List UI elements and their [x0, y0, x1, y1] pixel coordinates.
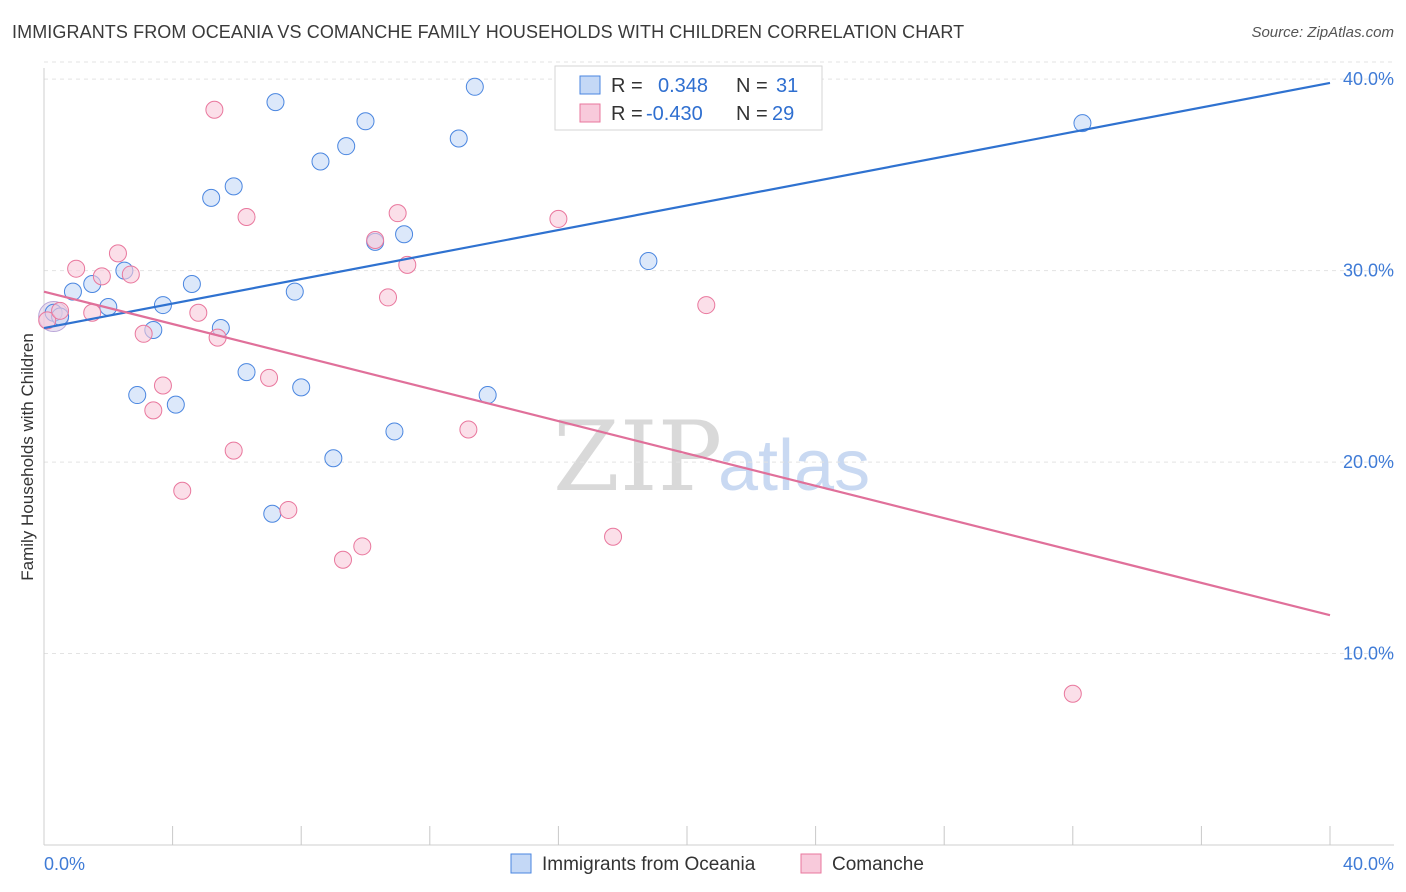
- legend-r-value-pink: -0.430: [646, 103, 703, 125]
- data-point: [459, 420, 478, 439]
- chart-title: IMMIGRANTS FROM OCEANIA VS COMANCHE FAMI…: [12, 22, 965, 42]
- data-point: [549, 209, 568, 228]
- series-pink: [38, 100, 1082, 703]
- data-point: [205, 100, 224, 119]
- data-point: [182, 275, 201, 294]
- data-point: [266, 93, 285, 112]
- data-point: [311, 152, 330, 171]
- data-point: [604, 527, 623, 546]
- legend-r-label-pink: R =: [611, 103, 643, 125]
- legend-n-label-pink: N =: [736, 103, 768, 125]
- data-point: [260, 368, 279, 387]
- data-point: [128, 386, 147, 405]
- data-point: [395, 225, 414, 244]
- data-point: [333, 550, 352, 569]
- data-point: [237, 208, 256, 226]
- data-point: [202, 188, 221, 207]
- data-point: [356, 112, 375, 131]
- legend-swatch-pink: [579, 103, 601, 123]
- x-axis-ticks: [172, 826, 1331, 845]
- x-tick-label-min: 0.0%: [44, 854, 85, 874]
- bottom-legend: Immigrants from Oceania Comanche: [510, 853, 924, 875]
- data-point: [166, 395, 185, 414]
- data-point: [173, 481, 192, 500]
- data-point: [697, 296, 716, 315]
- data-point: [63, 282, 82, 301]
- data-point: [51, 301, 70, 320]
- y-tick-label: 20.0%: [1343, 452, 1394, 472]
- y-tick-labels: 10.0% 20.0% 30.0% 40.0%: [1343, 69, 1394, 663]
- data-point: [224, 441, 243, 460]
- data-point: [144, 401, 163, 420]
- data-point: [1063, 684, 1082, 703]
- data-point: [292, 378, 311, 397]
- trend-line-pink: [43, 290, 1331, 617]
- y-tick-label: 30.0%: [1343, 261, 1394, 281]
- bottom-legend-label-pink: Comanche: [832, 854, 924, 875]
- data-point: [121, 265, 140, 284]
- y-tick-label: 10.0%: [1343, 644, 1394, 664]
- data-point: [285, 282, 304, 301]
- top-legend: R = 0.348 N = 31 R = -0.430 N = 29: [554, 65, 823, 131]
- data-point: [366, 230, 385, 249]
- data-point: [134, 324, 153, 343]
- watermark-zip: ZIP: [553, 401, 722, 513]
- data-point: [324, 449, 343, 468]
- data-point: [465, 77, 484, 96]
- bottom-legend-swatch-pink: [800, 853, 822, 874]
- source-credit: Source: ZipAtlas.com: [1251, 24, 1394, 41]
- data-point: [263, 504, 282, 523]
- data-point: [67, 259, 86, 278]
- data-point: [639, 252, 658, 271]
- data-point: [279, 500, 298, 519]
- data-point: [189, 303, 208, 322]
- data-point: [237, 363, 256, 382]
- x-tick-label-max: 40.0%: [1343, 854, 1394, 874]
- y-tick-label: 40.0%: [1343, 69, 1394, 89]
- series-layer: [38, 77, 1331, 703]
- data-point: [385, 422, 404, 441]
- gridlines: [44, 61, 1394, 655]
- watermark: ZIP atlas: [553, 401, 870, 513]
- trend-line-blue: [43, 81, 1331, 330]
- data-point: [224, 177, 243, 196]
- data-point: [153, 376, 172, 395]
- bottom-legend-label-blue: Immigrants from Oceania: [542, 854, 756, 875]
- data-point: [353, 537, 372, 556]
- legend-r-value-blue: 0.348: [658, 75, 708, 97]
- data-point: [108, 244, 127, 263]
- data-point: [337, 137, 356, 156]
- data-point: [388, 204, 407, 223]
- legend-n-label-blue: N =: [736, 75, 768, 97]
- bottom-legend-swatch-blue: [510, 853, 532, 874]
- legend-swatch-blue: [579, 75, 601, 95]
- data-point: [38, 311, 57, 330]
- legend-r-label-blue: R =: [611, 75, 643, 97]
- legend-n-value-pink: 29: [772, 103, 794, 125]
- data-point: [92, 267, 111, 286]
- data-point: [449, 129, 468, 148]
- data-point: [379, 288, 398, 307]
- y-axis-label: Family Households with Children: [18, 333, 37, 581]
- legend-n-value-blue: 31: [776, 75, 798, 97]
- data-point: [1073, 114, 1092, 133]
